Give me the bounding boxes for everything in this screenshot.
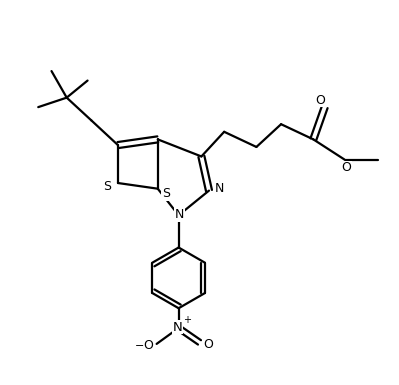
Text: N: N (215, 182, 224, 195)
Text: +: + (183, 315, 191, 325)
Text: −: − (135, 341, 144, 351)
Text: O: O (143, 339, 153, 352)
Text: S: S (103, 179, 111, 192)
Text: O: O (315, 94, 325, 107)
Text: S: S (162, 187, 170, 200)
Text: N: N (173, 321, 183, 334)
Text: O: O (342, 161, 351, 174)
Text: O: O (203, 338, 213, 351)
Text: N: N (175, 208, 184, 221)
